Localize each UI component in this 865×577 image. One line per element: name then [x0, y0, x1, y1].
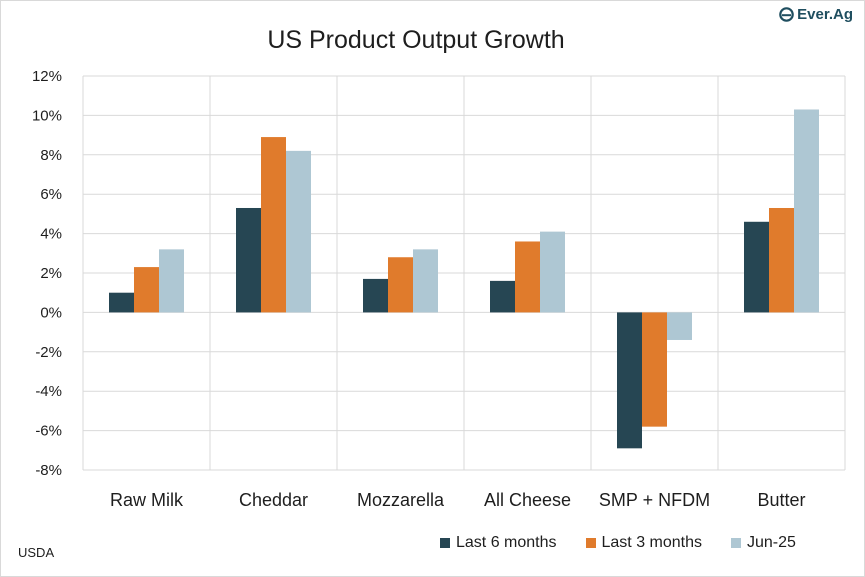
x-tick-label: SMP + NFDM [599, 490, 710, 510]
y-tick-label: 6% [40, 186, 62, 203]
bar [236, 207, 261, 313]
legend: Last 6 months Last 3 months Jun-25 [440, 534, 796, 552]
chart-title: US Product Output Growth [267, 26, 565, 54]
brand-logo: Ever.Ag [779, 6, 853, 23]
bar [363, 278, 388, 313]
bar [413, 249, 438, 313]
bar [134, 267, 159, 313]
bar [617, 312, 642, 449]
legend-item: Jun-25 [731, 534, 796, 552]
y-tick-label: 2% [40, 265, 62, 282]
legend-swatch [731, 538, 741, 548]
y-tick-label: 12% [32, 68, 62, 85]
bar [286, 150, 311, 313]
y-tick-label: 8% [40, 147, 62, 164]
x-tick-label: Cheddar [239, 490, 308, 510]
bar [388, 257, 413, 313]
bar [667, 312, 692, 340]
y-tick-label: -2% [35, 344, 62, 361]
legend-swatch [440, 538, 450, 548]
x-tick-label: Raw Milk [110, 490, 184, 510]
y-tick-label: -4% [35, 383, 62, 400]
bar [490, 280, 515, 313]
y-tick-label: -6% [35, 423, 62, 440]
x-tick-label: Butter [757, 490, 805, 510]
bar [794, 109, 819, 313]
y-tick-label: -8% [35, 462, 62, 479]
legend-item: Last 6 months [440, 534, 557, 552]
legend-label: Last 3 months [601, 534, 703, 551]
legend-swatch [585, 538, 596, 548]
legend-item: Last 3 months [585, 534, 703, 552]
legend-label: Last 6 months [456, 534, 557, 551]
bar [769, 207, 794, 313]
y-tick-label: 0% [40, 304, 62, 321]
bar [642, 312, 667, 427]
ever-ag-leaf-icon [779, 7, 794, 22]
bar [159, 249, 184, 313]
brand-logo-text: Ever.Ag [797, 6, 853, 23]
x-tick-label: All Cheese [484, 490, 571, 510]
y-tick-label: 10% [32, 107, 62, 124]
bar [515, 241, 540, 313]
bar [540, 231, 565, 313]
bar [744, 221, 769, 313]
x-tick-label: Mozzarella [357, 490, 445, 510]
bar [261, 137, 286, 313]
legend-label: Jun-25 [747, 534, 796, 551]
y-tick-label: 4% [40, 226, 62, 243]
source-note: USDA [18, 545, 55, 560]
bar [109, 292, 134, 313]
